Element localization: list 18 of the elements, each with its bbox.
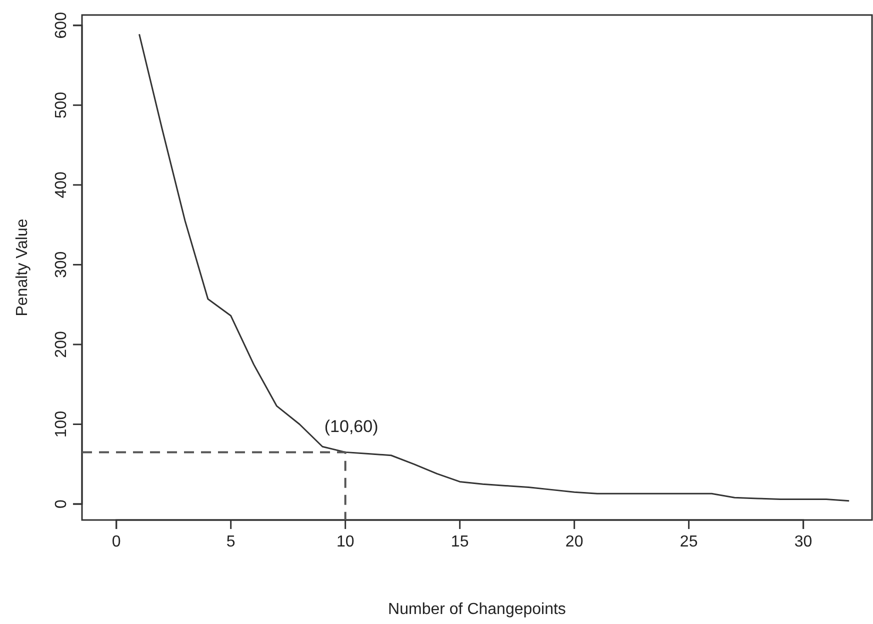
x-tick-label: 15 <box>450 533 469 550</box>
y-tick-label: 200 <box>53 331 70 358</box>
y-axis-title: Penalty Value <box>14 218 31 316</box>
x-tick-label: 0 <box>112 533 121 550</box>
x-tick-label: 5 <box>226 533 236 550</box>
y-tick-label: 500 <box>53 92 70 118</box>
y-tick-label: 300 <box>53 251 70 278</box>
x-tick-label: 25 <box>680 533 698 550</box>
line-series <box>138 33 850 502</box>
annotation: (10,60) <box>324 417 378 436</box>
x-tick-label: 20 <box>565 533 584 550</box>
x-tick-label: 10 <box>336 533 354 550</box>
y-tick-label: 600 <box>53 12 70 39</box>
y-tick-label: 0 <box>53 499 70 508</box>
x-tick-label: 30 <box>794 533 812 550</box>
y-tick-label: 100 <box>53 410 70 438</box>
y-tick-label: 400 <box>53 171 70 198</box>
x-axis-title: Number of Changepoints <box>388 601 566 618</box>
